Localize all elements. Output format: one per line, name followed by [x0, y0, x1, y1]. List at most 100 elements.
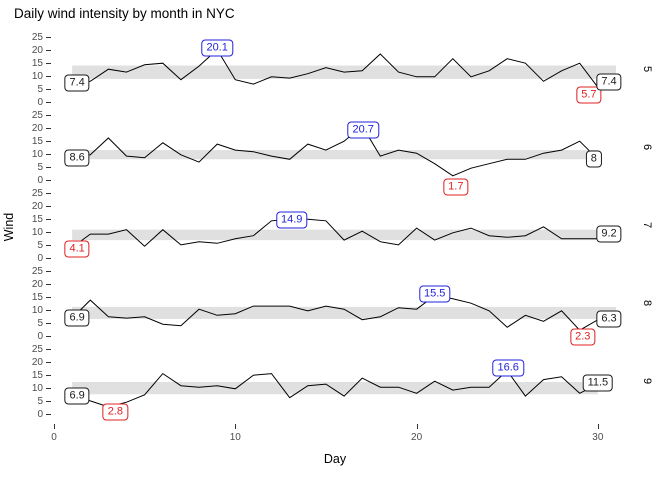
y-tick-label: 10 — [31, 383, 43, 395]
y-tick-mark — [46, 154, 51, 156]
facet-plot-area — [72, 48, 617, 88]
iqr-band — [72, 306, 616, 319]
value-label-min: 2.8 — [102, 403, 129, 421]
iqr-band — [72, 150, 598, 160]
y-tick-label: 0 — [37, 331, 43, 343]
y-tick-label: 5 — [37, 162, 43, 174]
y-tick-label: 5 — [37, 84, 43, 96]
value-label-max: 15.5 — [418, 285, 451, 303]
value-label-min: 5.7 — [576, 86, 602, 104]
y-tick-mark — [46, 167, 51, 169]
y-tick-label: 5 — [37, 396, 43, 408]
x-tick-label: 20 — [411, 432, 423, 443]
x-tick-label: 0 — [51, 432, 57, 443]
y-tick-mark — [46, 180, 51, 182]
facet-plot-area — [71, 295, 616, 331]
x-tick-label: 30 — [592, 432, 604, 443]
x-tick-mark — [597, 424, 599, 429]
y-tick-label: 15 — [31, 213, 43, 225]
y-tick-mark — [46, 62, 51, 64]
facet-panel-month-7 — [54, 188, 617, 266]
y-tick-mark — [46, 258, 51, 260]
chart-title: Daily wind intensity by month in NYC — [14, 6, 235, 21]
y-tick-label: 10 — [31, 71, 43, 83]
facet-strip-label: 8 — [641, 299, 653, 307]
wind-line — [71, 295, 616, 331]
y-tick-label: 10 — [31, 149, 43, 161]
y-tick-mark — [46, 102, 51, 104]
value-label-max: 20.1 — [201, 39, 233, 57]
y-tick-mark — [46, 205, 51, 207]
y-tick-mark — [46, 283, 51, 285]
y-tick-label: 25 — [31, 187, 43, 199]
y-tick-mark — [46, 348, 51, 350]
y-tick-mark — [46, 76, 51, 78]
facet-plot-area — [71, 218, 617, 248]
y-tick-mark — [46, 127, 51, 129]
value-label-edge: 6.3 — [596, 310, 622, 328]
y-tick-mark — [46, 323, 51, 325]
y-tick-label: 20 — [31, 122, 43, 134]
y-tick-mark — [46, 401, 51, 403]
y-tick-label: 20 — [31, 200, 43, 212]
y-tick-mark — [46, 192, 51, 194]
facet-plot-area — [71, 369, 599, 408]
x-tick-mark — [235, 424, 237, 429]
wind-line — [72, 125, 599, 177]
y-tick-mark — [46, 374, 51, 376]
x-axis-title: Day — [323, 452, 347, 466]
facet-strip-label: 7 — [641, 221, 653, 229]
y-tick-label: 0 — [37, 97, 43, 109]
y-tick-label: 25 — [31, 343, 43, 355]
y-tick-label: 20 — [31, 278, 43, 290]
y-tick-mark — [46, 296, 51, 298]
facet-panel-month-8 — [54, 266, 616, 344]
y-tick-label: 10 — [31, 305, 43, 317]
value-label-min: 1.7 — [443, 178, 469, 196]
y-tick-mark — [46, 36, 51, 38]
value-label-min: 2.3 — [570, 328, 596, 346]
y-tick-label: 15 — [31, 135, 43, 147]
y-tick-mark — [46, 89, 51, 91]
x-tick-mark — [54, 424, 55, 429]
facet-strip-label: 5 — [641, 65, 653, 73]
y-tick-mark — [46, 49, 51, 51]
y-tick-label: 15 — [31, 57, 43, 69]
y-tick-mark — [46, 310, 51, 312]
y-tick-label: 20 — [31, 356, 43, 368]
value-label-edge: 6.9 — [64, 387, 90, 405]
iqr-band — [72, 229, 616, 241]
y-tick-mark — [46, 336, 51, 338]
value-label-edge: 9.2 — [596, 225, 622, 243]
y-tick-label: 15 — [31, 291, 43, 303]
y-tick-mark — [46, 114, 51, 116]
y-tick-mark — [46, 270, 51, 272]
y-tick-label: 0 — [37, 409, 43, 421]
value-label-edge: 11.5 — [582, 374, 614, 392]
x-tick-label: 10 — [229, 432, 241, 443]
facet-panel-month-6 — [54, 110, 616, 188]
y-tick-mark — [46, 361, 51, 363]
value-label-max: 20.7 — [347, 121, 379, 139]
value-label-edge: 7.4 — [64, 74, 90, 92]
y-tick-mark — [46, 414, 51, 416]
y-tick-label: 25 — [31, 31, 43, 43]
y-tick-mark — [46, 232, 51, 234]
y-tick-label: 25 — [31, 265, 43, 277]
y-tick-label: 15 — [31, 369, 43, 381]
y-tick-label: 25 — [31, 109, 43, 121]
wind-line — [71, 218, 617, 248]
value-label-edge: 8.6 — [64, 149, 90, 167]
value-label-max: 16.6 — [492, 359, 524, 377]
wind-line — [72, 48, 617, 88]
value-label-edge: 6.9 — [64, 309, 90, 327]
iqr-band — [72, 381, 598, 395]
y-tick-label: 10 — [31, 227, 43, 239]
value-label-min: 4.1 — [64, 240, 90, 258]
y-tick-label: 5 — [37, 318, 43, 330]
facet-panel-month-9 — [54, 344, 616, 422]
value-label-max: 14.9 — [275, 211, 308, 229]
y-tick-label: 0 — [37, 175, 43, 187]
y-tick-label: 20 — [31, 44, 43, 56]
